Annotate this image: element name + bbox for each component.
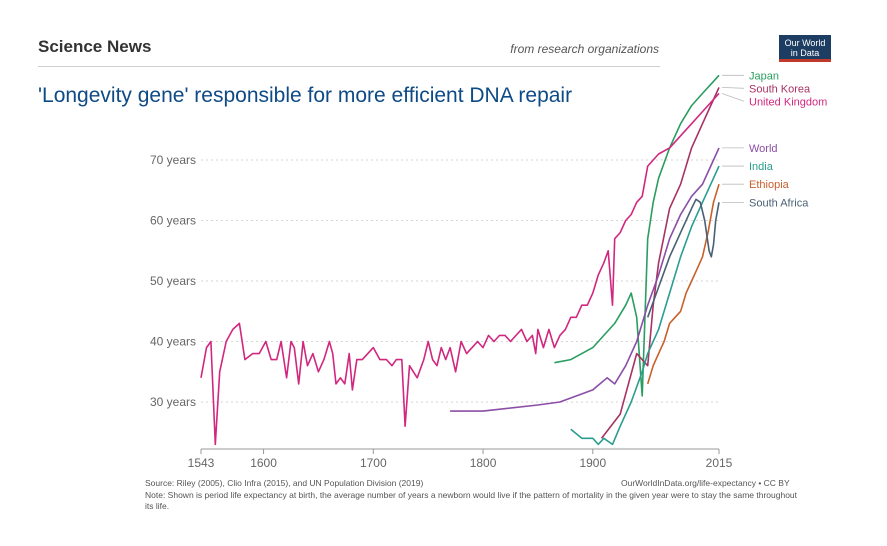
x-axis: 1543 1600 1700 1800 1900 2015 [188, 448, 733, 470]
source-note: Source: Riley (2005), Clio Infra (2015),… [145, 478, 424, 488]
series-line-world [450, 147, 720, 412]
x-tick-label: 2015 [706, 456, 733, 470]
legend-label-united-kingdom: United Kingdom [749, 96, 827, 108]
y-axis-ticks: 30 years 40 years 50 years 60 years 70 years [150, 153, 196, 409]
x-tick-label: 1543 [188, 456, 215, 470]
series-line-india [570, 165, 720, 446]
legend-label-ethiopia: Ethiopia [749, 179, 790, 191]
legend-label-south-africa: South Africa [749, 197, 809, 209]
x-tick-label: 1800 [470, 456, 497, 470]
y-tick-label: 30 years [150, 395, 196, 409]
series-line-united-kingdom [200, 92, 720, 446]
y-tick-label: 50 years [150, 274, 196, 288]
y-tick-label: 70 years [150, 153, 196, 167]
series-line-ethiopia [646, 183, 720, 385]
x-tick-label: 1900 [579, 456, 606, 470]
y-tick-label: 40 years [150, 335, 196, 349]
legend-leader-south-korea [721, 87, 745, 89]
legend-label-world: World [749, 143, 778, 155]
methodology-note: Note: Shown is period life expectancy at… [145, 490, 798, 511]
page-title: 'Longevity gene' responsible for more ef… [38, 84, 573, 107]
y-tick-label: 60 years [150, 214, 196, 228]
x-tick-label: 1600 [250, 456, 277, 470]
license-link[interactable]: OurWorldInData.org/life-expectancy • CC … [621, 478, 790, 488]
legend-label-south-korea: South Korea [749, 83, 811, 95]
site-name: Science News [38, 37, 152, 56]
owid-logo[interactable]: Our World in Data [779, 35, 831, 62]
header-divider [38, 66, 660, 67]
legend-label-india: India [749, 161, 774, 173]
series-line-japan [554, 74, 720, 397]
logo-line-1: Our World [784, 38, 826, 48]
x-tick-label: 1700 [360, 456, 387, 470]
site-tagline: from research organizations [510, 42, 659, 56]
legend-label-japan: Japan [749, 70, 779, 82]
series-line-south-africa [646, 198, 720, 318]
chart-series [200, 74, 720, 446]
logo-line-2: in Data [790, 48, 820, 58]
chart-gridlines [201, 159, 719, 403]
series-line-south-korea [600, 87, 720, 439]
legend-leader-united-kingdom [721, 93, 745, 102]
